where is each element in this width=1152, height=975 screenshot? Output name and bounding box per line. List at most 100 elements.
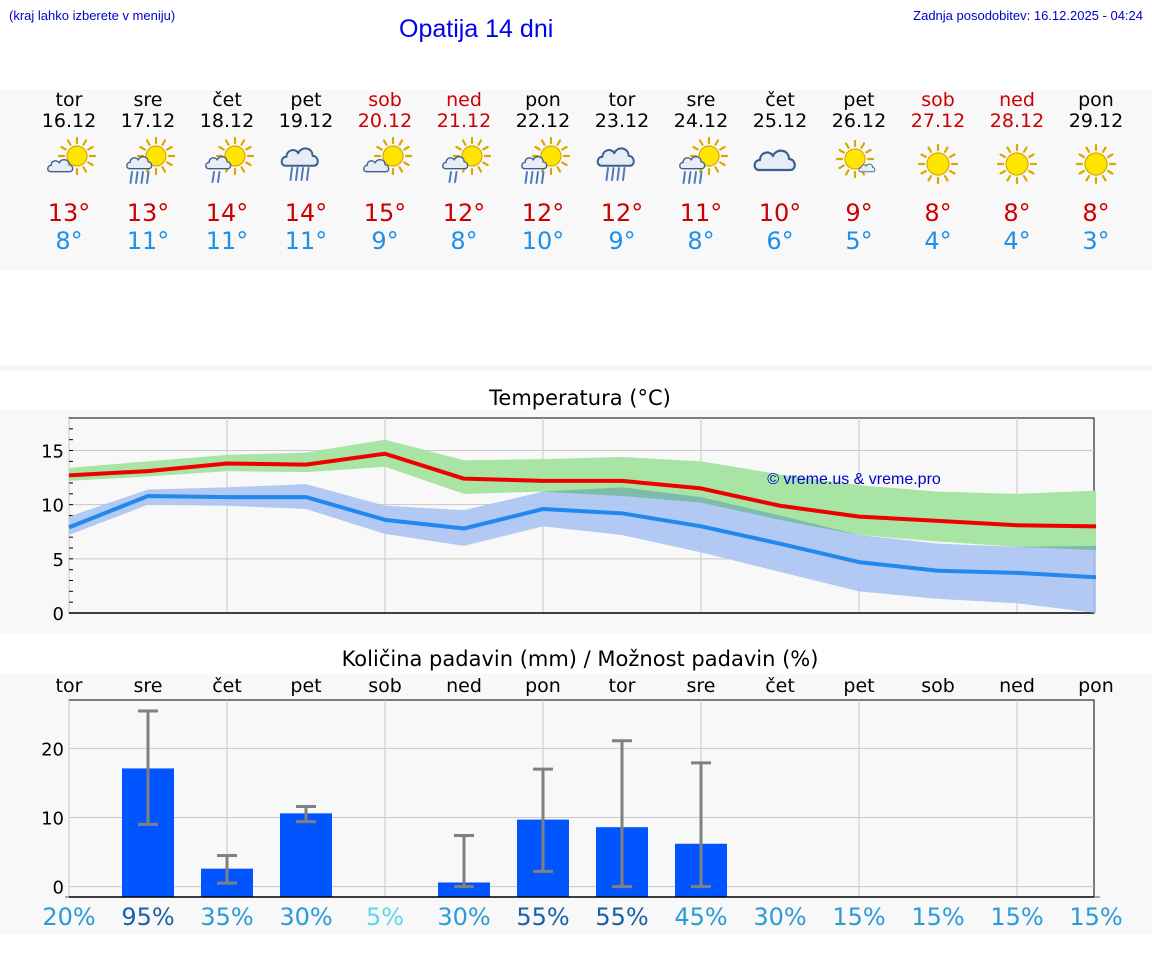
precipitation-day-label: tor <box>55 675 83 697</box>
sun-cloud-icon <box>47 136 97 176</box>
day-column: sob 20.12 15° 9° <box>345 90 425 255</box>
max-temperature: 12° <box>442 199 486 227</box>
cloud-icon <box>596 147 635 167</box>
max-temperature: 12° <box>600 199 644 227</box>
precipitation-error-bar <box>533 767 553 873</box>
day-date: 17.12 <box>120 110 176 132</box>
max-temperature: 12° <box>521 199 565 227</box>
rain-icon <box>289 167 310 181</box>
day-column: pet 26.12 9° 5° <box>819 90 899 255</box>
forecast-days-band <box>0 90 1152 270</box>
min-temperature: 8° <box>55 227 83 255</box>
page-title: Opatija 14 dni <box>399 15 554 43</box>
rain-icon <box>682 171 703 184</box>
last-update: Zadnja posodobitev: 16.12.2025 - 04:24 <box>913 8 1143 23</box>
day-column: ned 21.12 12° 8° <box>424 90 504 255</box>
cloud-icon <box>47 159 74 173</box>
day-column: sre 17.12 13° 11° <box>108 90 188 255</box>
day-name: pon <box>525 89 561 111</box>
min-temperature: 11° <box>284 227 328 255</box>
min-temperature: 4° <box>1003 227 1031 255</box>
sun-cloud-icon <box>363 136 413 176</box>
day-column: čet 18.12 14° 11° <box>187 90 267 255</box>
location-hint: (kraj lahko izberete v meniju) <box>9 8 176 23</box>
cloud-rain-icon <box>280 147 319 181</box>
max-temperature: 8° <box>1082 199 1110 227</box>
cloud-rain-icon <box>596 147 635 181</box>
day-name: pet <box>843 89 875 111</box>
day-date: 29.12 <box>1068 110 1124 132</box>
max-temperature-line <box>68 451 1097 529</box>
max-temperature: 10° <box>758 199 802 227</box>
max-temperature: 14° <box>205 199 249 227</box>
day-name: pet <box>290 89 322 111</box>
precipitation-day-label: sre <box>133 675 163 697</box>
min-temperature: 9° <box>371 227 399 255</box>
rain-icon <box>448 171 458 183</box>
day-name: tor <box>55 89 83 111</box>
precipitation-day-label: pet <box>843 675 875 697</box>
precipitation-day-label: tor <box>608 675 636 697</box>
min-temperature-band <box>69 484 1096 613</box>
precipitation-probability: 95% <box>121 903 175 931</box>
precipitation-day-label: čet <box>212 675 242 697</box>
day-date: 21.12 <box>436 110 492 132</box>
day-name: sob <box>368 89 402 111</box>
day-date: 27.12 <box>910 110 966 132</box>
max-temperature: 15° <box>363 199 407 227</box>
day-name: sob <box>921 89 955 111</box>
precipitation-day-label: sob <box>921 675 955 697</box>
precipitation-day-label: ned <box>999 675 1035 697</box>
precipitation-day-label: ned <box>446 675 482 697</box>
cloud-icon <box>280 147 319 167</box>
day-name: čet <box>212 89 242 111</box>
rain-icon <box>211 171 221 183</box>
sun-cloud-rain-icon <box>679 136 729 184</box>
sun-cloud-rain-icon <box>126 136 176 184</box>
precipitation-probability: 30% <box>279 903 333 931</box>
sun-cloud-drizzle-icon <box>442 136 492 183</box>
precipitation-day-label: čet <box>765 675 795 697</box>
day-name: čet <box>765 89 795 111</box>
cloud-icon <box>753 149 796 172</box>
day-date: 23.12 <box>594 110 650 132</box>
day-name: sre <box>133 89 163 111</box>
precipitation-tick-label: 20 <box>41 739 64 760</box>
min-temperature: 11° <box>126 227 170 255</box>
precipitation-day-label: pon <box>1078 675 1114 697</box>
precipitation-tick-label: 10 <box>41 809 64 830</box>
min-temperature: 10° <box>521 227 565 255</box>
day-date: 25.12 <box>752 110 808 132</box>
precipitation-chart-title: Količina padavin (mm) / Možnost padavin … <box>341 647 819 671</box>
sun-icon <box>917 143 959 185</box>
min-temperature: 8° <box>450 227 478 255</box>
day-date: 26.12 <box>831 110 887 132</box>
max-temperature: 8° <box>924 199 952 227</box>
day-column: ned 28.12 8° 4° <box>977 90 1057 255</box>
temperature-tick-label: 15 <box>41 442 64 463</box>
cloud-icon <box>753 149 796 172</box>
cloud-icon <box>858 163 876 173</box>
day-date: 20.12 <box>357 110 413 132</box>
precipitation-probability: 15% <box>911 903 965 931</box>
max-temperature: 13° <box>47 199 91 227</box>
sun-small-cloud-icon <box>835 139 876 179</box>
min-temperature: 11° <box>205 227 249 255</box>
temperature-tick-label: 0 <box>53 604 64 625</box>
day-column: pon 22.12 12° 10° <box>503 90 583 255</box>
day-date: 22.12 <box>515 110 571 132</box>
separator <box>0 365 1152 371</box>
precipitation-error-bar <box>454 833 474 889</box>
sun-icon <box>835 139 875 179</box>
rain-icon <box>524 171 545 184</box>
precipitation-bar <box>438 882 490 897</box>
precipitation-plot: 0 10 20 <box>41 699 1095 899</box>
sun-cloud-drizzle-icon <box>205 136 255 183</box>
day-date: 19.12 <box>278 110 334 132</box>
max-temperature: 9° <box>845 199 873 227</box>
precipitation-probability: 15% <box>1069 903 1123 931</box>
precipitation-error-bar <box>296 804 316 824</box>
precipitation-tick-label: 0 <box>53 878 64 899</box>
day-name: sre <box>686 89 716 111</box>
day-name: ned <box>446 89 482 111</box>
